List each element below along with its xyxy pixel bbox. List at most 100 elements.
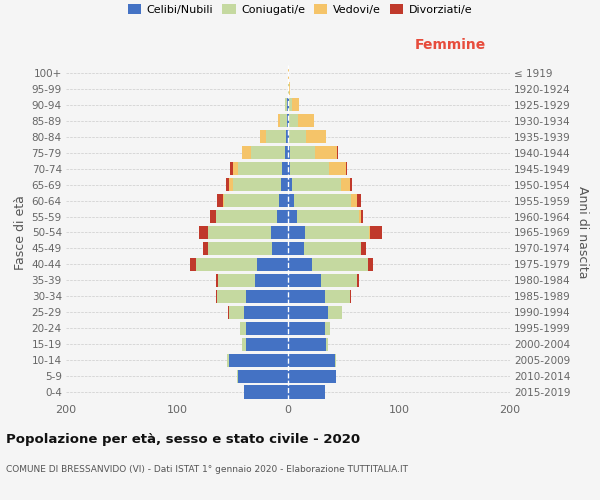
Bar xyxy=(272,242,288,255)
Bar xyxy=(216,274,218,287)
Bar xyxy=(346,162,347,175)
Bar xyxy=(290,162,329,175)
Bar xyxy=(233,162,238,175)
Bar xyxy=(237,370,238,382)
Bar xyxy=(288,114,289,128)
Bar xyxy=(289,82,290,96)
Bar xyxy=(229,178,233,191)
Bar xyxy=(203,242,208,255)
Bar xyxy=(289,130,306,143)
Bar xyxy=(370,226,382,239)
Bar xyxy=(369,226,370,239)
Bar xyxy=(359,210,361,223)
Bar xyxy=(350,290,351,303)
Bar xyxy=(306,130,326,143)
Bar xyxy=(293,194,351,207)
Bar xyxy=(341,178,350,191)
Bar xyxy=(246,290,288,303)
Bar xyxy=(288,130,289,143)
Bar xyxy=(288,82,289,96)
Text: Popolazione per età, sesso e stato civile - 2020: Popolazione per età, sesso e stato civil… xyxy=(6,432,360,446)
Bar xyxy=(328,306,343,319)
Bar xyxy=(218,274,254,287)
Bar xyxy=(288,194,293,207)
Bar xyxy=(288,178,292,191)
Bar xyxy=(322,274,357,287)
Bar xyxy=(304,242,361,255)
Bar xyxy=(238,370,288,382)
Bar xyxy=(357,274,359,287)
Bar xyxy=(335,354,336,366)
Bar xyxy=(251,146,284,160)
Bar xyxy=(297,210,359,223)
Bar xyxy=(329,162,346,175)
Bar xyxy=(287,114,288,128)
Text: COMUNE DI BRESSANVIDO (VI) - Dati ISTAT 1° gennaio 2020 - Elaborazione TUTTITALI: COMUNE DI BRESSANVIDO (VI) - Dati ISTAT … xyxy=(6,466,408,474)
Bar xyxy=(288,338,326,350)
Bar xyxy=(289,114,298,128)
Bar xyxy=(232,178,281,191)
Bar xyxy=(325,290,350,303)
Bar xyxy=(292,98,299,112)
Bar xyxy=(288,322,325,335)
Bar xyxy=(266,130,286,143)
Bar xyxy=(244,386,288,398)
Bar xyxy=(190,258,196,271)
Text: Femmine: Femmine xyxy=(415,38,485,52)
Bar xyxy=(271,226,288,239)
Bar xyxy=(305,226,369,239)
Bar xyxy=(292,178,341,191)
Bar xyxy=(298,114,314,128)
Bar xyxy=(217,194,223,207)
Bar xyxy=(368,258,373,271)
Bar xyxy=(246,322,288,335)
Bar xyxy=(313,258,368,271)
Bar xyxy=(240,322,246,335)
Bar xyxy=(288,258,313,271)
Bar xyxy=(196,258,257,271)
Bar xyxy=(210,210,216,223)
Bar xyxy=(288,162,290,175)
Bar xyxy=(289,98,292,112)
Bar xyxy=(288,370,336,382)
Bar xyxy=(284,98,287,112)
Bar xyxy=(350,178,352,191)
Y-axis label: Fasce di età: Fasce di età xyxy=(14,195,28,270)
Bar xyxy=(246,338,288,350)
Bar xyxy=(216,290,217,303)
Bar xyxy=(254,274,288,287)
Bar xyxy=(229,306,244,319)
Bar xyxy=(288,146,290,160)
Bar xyxy=(224,194,279,207)
Bar xyxy=(199,226,208,239)
Bar xyxy=(288,226,305,239)
Bar xyxy=(288,386,325,398)
Bar xyxy=(357,194,361,207)
Legend: Celibi/Nubili, Coniugati/e, Vedovi/e, Divorziati/e: Celibi/Nubili, Coniugati/e, Vedovi/e, Di… xyxy=(124,0,476,18)
Bar xyxy=(277,210,288,223)
Bar xyxy=(280,114,287,128)
Bar xyxy=(288,242,304,255)
Bar xyxy=(284,146,288,160)
Bar xyxy=(257,258,288,271)
Bar xyxy=(361,242,366,255)
Bar xyxy=(288,210,297,223)
Bar xyxy=(260,130,266,143)
Bar xyxy=(242,338,246,350)
Bar xyxy=(325,322,330,335)
Bar xyxy=(208,226,271,239)
Bar xyxy=(290,146,314,160)
Bar xyxy=(238,162,283,175)
Y-axis label: Anni di nascita: Anni di nascita xyxy=(577,186,589,279)
Bar xyxy=(216,210,277,223)
Bar xyxy=(223,194,224,207)
Bar xyxy=(278,114,280,128)
Bar xyxy=(288,306,328,319)
Bar xyxy=(337,146,338,160)
Bar xyxy=(314,146,337,160)
Bar xyxy=(217,290,246,303)
Bar xyxy=(288,354,335,366)
Bar xyxy=(228,306,229,319)
Bar xyxy=(283,162,288,175)
Bar xyxy=(288,274,322,287)
